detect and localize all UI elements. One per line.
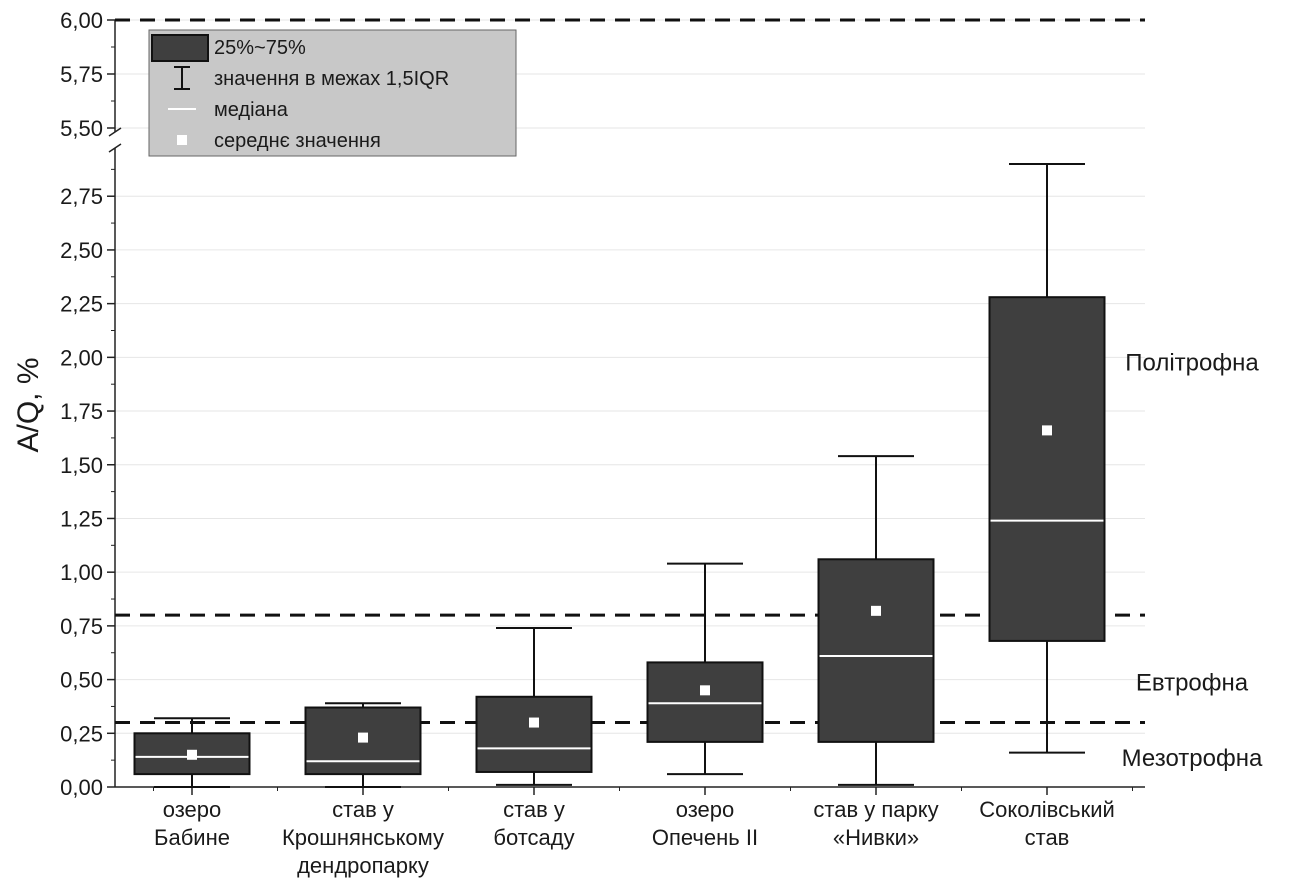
y-tick-label: 0,25 bbox=[60, 721, 103, 746]
axis-break-mark bbox=[108, 143, 122, 153]
box-0 bbox=[133, 717, 251, 788]
y-tick-label: 5,50 bbox=[60, 116, 103, 141]
y-tick-label: 0,50 bbox=[60, 668, 103, 693]
y-tick-label: 0,75 bbox=[60, 614, 103, 639]
legend-box-swatch bbox=[151, 34, 209, 62]
mean-marker bbox=[358, 732, 368, 743]
box-5 bbox=[988, 163, 1106, 754]
zone-labels: Політрофна Евтрофна Мезотрофна bbox=[1122, 350, 1263, 772]
y-tick-label: 1,25 bbox=[60, 506, 103, 531]
legend-label: медіана bbox=[214, 99, 289, 121]
mean-marker bbox=[700, 685, 710, 696]
y-axis-title: A/Q, % bbox=[12, 357, 45, 452]
category-label: став bbox=[1025, 825, 1070, 850]
category-label: став у bbox=[332, 797, 394, 822]
box-4 bbox=[817, 455, 935, 786]
y-tick-label: 2,00 bbox=[60, 345, 103, 370]
legend-label: значення в межах 1,5IQR bbox=[214, 68, 449, 90]
axis-break-mark bbox=[108, 127, 122, 137]
y-tick-label: 2,75 bbox=[60, 184, 103, 209]
y-tick-label: 1,00 bbox=[60, 560, 103, 585]
box-series bbox=[133, 163, 1106, 788]
legend-label: 25%~75% bbox=[214, 37, 306, 59]
legend-label: середнє значення bbox=[214, 130, 381, 152]
category-label: Бабине bbox=[154, 825, 230, 850]
y-tick-label: 1,50 bbox=[60, 453, 103, 478]
category-label: став у bbox=[503, 797, 565, 822]
box-2 bbox=[475, 627, 593, 786]
y-tick-label: 6,00 bbox=[60, 8, 103, 33]
box-3 bbox=[646, 562, 764, 776]
y-tick-label: 2,50 bbox=[60, 238, 103, 263]
category-label: Опечень II bbox=[652, 825, 758, 850]
iqr-box bbox=[646, 661, 764, 743]
mean-marker bbox=[529, 717, 539, 728]
y-tick-label: 2,25 bbox=[60, 292, 103, 317]
iqr-box bbox=[988, 296, 1106, 642]
y-tick-label: 0,00 bbox=[60, 775, 103, 800]
mean-marker bbox=[1042, 425, 1052, 436]
zone-label: Політрофна bbox=[1125, 350, 1259, 377]
category-label: озеро bbox=[676, 797, 735, 822]
iqr-box bbox=[817, 558, 935, 743]
axes: 0,00 0,25 0,50 0,75 1,00 1,25 1,50 1,75 2,00 2,25… bbox=[60, 8, 1145, 800]
y-tick-label: 5,75 bbox=[60, 62, 103, 87]
legend: 25%~75% значення в межах 1,5IQR медіана сер… bbox=[148, 29, 517, 157]
category-label: «Нивки» bbox=[833, 825, 919, 850]
legend-mean-swatch bbox=[177, 135, 187, 145]
y-tick-label: 1,75 bbox=[60, 399, 103, 424]
category-label: став у парку bbox=[813, 797, 938, 822]
category-label: озеро bbox=[163, 797, 222, 822]
zone-label: Мезотрофна bbox=[1122, 745, 1263, 772]
category-label: ботсаду bbox=[493, 825, 574, 850]
reference-lines bbox=[115, 18, 1145, 725]
zone-label: Евтрофна bbox=[1136, 670, 1249, 697]
category-labels: озеро Бабине став у Крошнянському дендропарк… bbox=[154, 797, 1115, 878]
iqr-box bbox=[475, 695, 593, 773]
category-label: дендропарку bbox=[297, 853, 429, 878]
box-1 bbox=[304, 702, 422, 788]
mean-marker bbox=[187, 749, 197, 760]
mean-marker bbox=[871, 605, 881, 616]
category-label: Соколівський bbox=[979, 797, 1115, 822]
category-label: Крошнянському bbox=[282, 825, 444, 850]
legend-box bbox=[148, 29, 517, 157]
